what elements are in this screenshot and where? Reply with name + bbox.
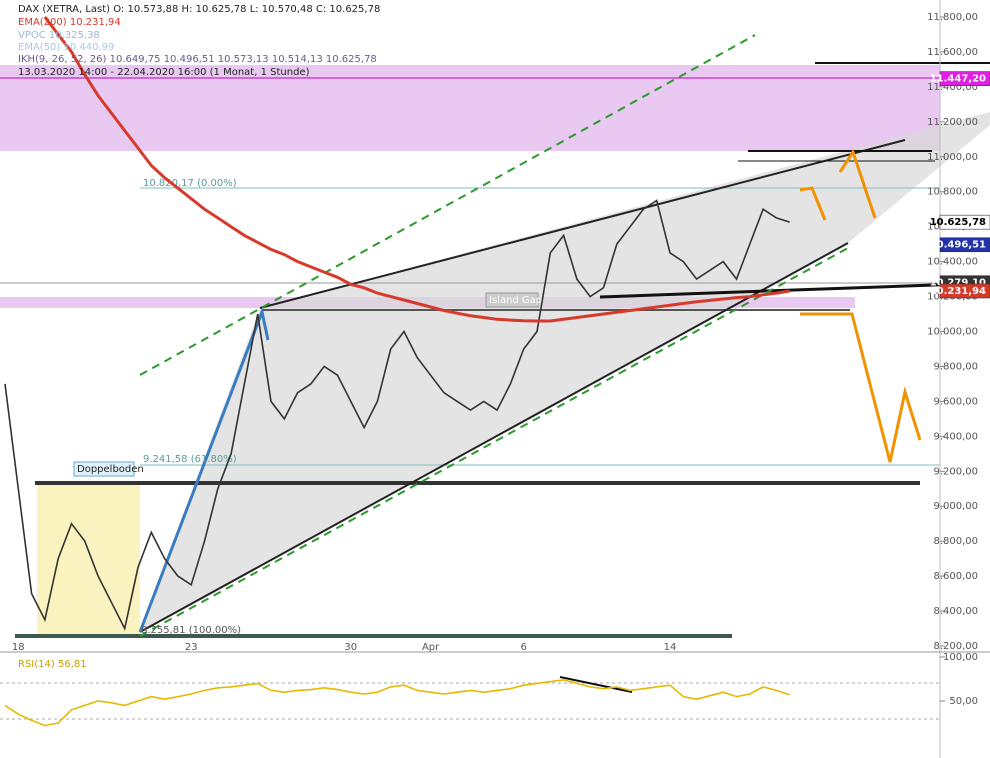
price-tag-label: 10.496,51: [930, 240, 986, 251]
label-box: [73, 461, 135, 477]
wedge: [140, 112, 990, 632]
legend-line: 13.03.2020 14:00 - 22.04.2020 16:00 (1 M…: [18, 67, 310, 78]
price-tag-label: 10.279,10: [930, 278, 986, 289]
series-line: [4, 679, 790, 727]
y-tick-label: 9.400,00: [933, 431, 978, 442]
ohlc: O: 10.573,88 H: 10.625,78 L: 10.570,48 C…: [113, 4, 380, 15]
y-tick-label: 9.000,00: [933, 501, 978, 512]
price-tag: [939, 214, 990, 230]
y-tick-label: 100,00: [943, 652, 978, 663]
y-tick-label: 9.600,00: [933, 396, 978, 407]
price-tag: [939, 283, 990, 299]
y-tick-label: 8.600,00: [933, 571, 978, 582]
legend-value: 56,81: [58, 659, 87, 670]
legend-line: EMA(200) 10.231,94: [18, 17, 121, 28]
x-tick-label: 14: [664, 642, 677, 653]
trendline: [259, 139, 906, 309]
annotation: Island Gap: [489, 295, 542, 306]
x-tick-label: 6: [521, 642, 527, 653]
legend-line: IKH(9, 26, 52, 26) 10.649,75 10.496,51 1…: [18, 54, 377, 65]
trendline: [599, 281, 990, 299]
projection-arrow: [838, 148, 877, 219]
price-tag: [939, 237, 990, 253]
price-tag-label: 10.625,78: [930, 217, 986, 228]
trendline: [139, 242, 849, 633]
divergence-line: [559, 676, 633, 693]
y-tick-label: 10.800,00: [927, 187, 978, 198]
y-tick-label: 11.000,00: [927, 152, 978, 163]
legend-line: DAX (XETRA, Last) O: 10.573,88 H: 10.625…: [18, 4, 380, 15]
y-tick-label: 50,00: [949, 696, 978, 707]
y-tick-label: 11.600,00: [927, 47, 978, 58]
legend-line: EMA(50) 10.440,99: [18, 42, 114, 53]
price-tag-label: 11.447,20: [930, 74, 986, 85]
x-tick-label: 30: [344, 642, 357, 653]
y-tick-label: 8.200,00: [933, 641, 978, 652]
y-tick-label: 11.800,00: [927, 12, 978, 23]
x-tick-label: 18: [12, 642, 25, 653]
projection-arrow: [799, 186, 827, 221]
legend-entry: DAX (XETRA, Last): [18, 4, 110, 15]
series-line: [43, 16, 790, 323]
y-tick-label: 10.400,00: [927, 257, 978, 268]
projection-arrow: [800, 312, 922, 463]
resistance-zone: [0, 65, 940, 151]
x-tick-label: Apr: [422, 642, 440, 653]
legend-value: 10.231,94: [70, 17, 121, 28]
legend-line: RSI(14) 56,81: [18, 659, 87, 670]
legend-entry: RSI(14): [18, 659, 55, 670]
y-tick-label: 8.400,00: [933, 606, 978, 617]
y-tick-label: 11.400,00: [927, 82, 978, 93]
x-tick-label: 23: [185, 642, 198, 653]
fib-label: 10.820,17 (0.00%): [143, 178, 237, 189]
annotation: Doppelboden: [77, 464, 144, 475]
double-bottom-zone: [37, 484, 140, 636]
channel-line: [139, 247, 849, 637]
y-tick-label: 9.800,00: [933, 361, 978, 372]
arrow: [138, 306, 270, 633]
legend-line: VPOC 10.325,38: [18, 30, 100, 41]
y-tick-label: 11.200,00: [927, 117, 978, 128]
price-tag-label: 10.231,94: [930, 286, 986, 297]
price-tag: [939, 71, 990, 86]
y-tick-label: 8.800,00: [933, 536, 978, 547]
channel-line: [139, 34, 756, 376]
y-tick-label: 9.200,00: [933, 466, 978, 477]
fib-label: 8.255,81 (100.00%): [141, 625, 241, 636]
label-box: [485, 292, 539, 308]
fib-label: 9.241,58 (61.80%): [143, 454, 237, 465]
legend-entry: EMA(200): [18, 17, 67, 28]
y-tick-label: 10.000,00: [927, 327, 978, 338]
series-line: [4, 199, 790, 631]
